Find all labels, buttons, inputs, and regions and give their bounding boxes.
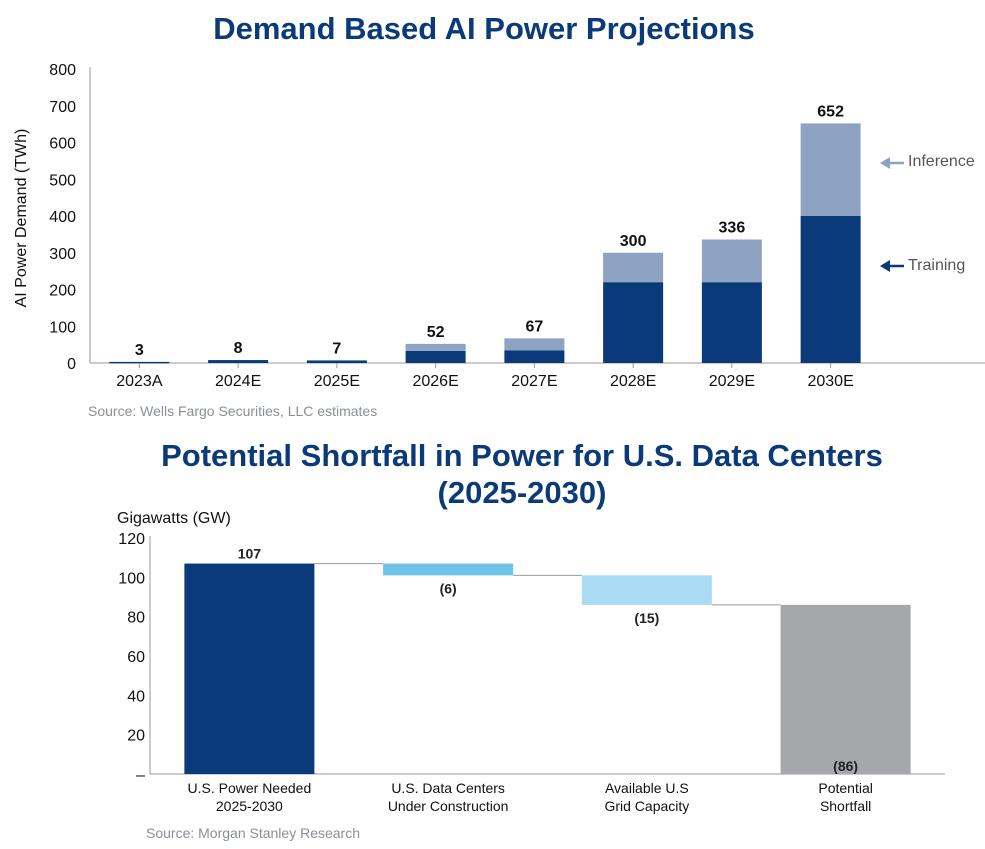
legend-inference: Inference [880,153,975,170]
chart2-y-tick-label: 120 [118,531,145,548]
chart2-title-line1: Potential Shortfall in Power for U.S. Da… [161,438,883,473]
chart1-bar-training [109,361,170,364]
chart2-x-tick-label: Grid Capacity [604,798,689,814]
chart2-bar [184,563,315,774]
chart2-title-line2: (2025-2030) [438,475,607,510]
chart2-bar-label: (15) [634,610,659,626]
chart1-total-label: 300 [620,233,647,250]
chart1-bar-training [701,282,762,363]
chart1-bar-inference [800,123,861,216]
training-arrowhead-icon [880,260,890,272]
chart1-bar-training [306,360,367,363]
inference-arrowhead-icon [880,157,890,169]
chart2-x-tick-label: Under Construction [388,798,509,814]
chart1-x-tick-label: 2024E [215,373,261,390]
chart1-bar-training [405,350,466,363]
chart1-x-tick-label: 2028E [610,373,656,390]
chart1-x-tick-label: 2026E [412,373,458,390]
chart1-total-label: 652 [817,103,844,120]
chart2-x-tick-label: Shortfall [820,798,871,814]
chart1-x-tick-label: 2025E [314,373,360,390]
chart2-plot-area: – 20 40 60 80 100 120 107 U.S. Power Needed 2025-… [118,531,945,814]
chart2-x-tick-label: 2025-2030 [216,798,283,814]
chart2-x-tick-label: U.S. Power Needed [188,780,312,796]
chart1-bar-inference [603,252,664,283]
chart2-x-tick-label: U.S. Data Centers [391,780,505,796]
legend-training: Training [880,257,965,274]
chart1-total-label: 52 [427,324,445,341]
chart1-bar-training [208,360,269,363]
chart1-total-label: 7 [332,340,341,357]
chart1-total-label: 67 [525,318,543,335]
chart1-bar-inference [504,338,565,351]
chart1-x-tick-label: 2023A [116,373,163,390]
chart2-bar [581,575,712,605]
chart2-bar-label: (6) [440,580,457,596]
chart2-bar-label: 107 [238,546,262,562]
chart1-y-tick-label: 400 [49,209,76,226]
chart1-y-tick-label: 700 [49,99,76,116]
chart1-x-tick-label: 2029E [709,373,755,390]
chart1-y-tick-label: 800 [49,62,76,79]
chart1-bar-training [603,282,664,363]
legend-training-label: Training [908,257,965,274]
chart1-total-label: 336 [719,220,746,237]
chart2-x-tick-label: Potential [818,780,872,796]
chart2-bar [780,604,911,774]
chart1-y-tick-label: 200 [49,283,76,300]
chart1-y-tick-label: 500 [49,172,76,189]
chart1-x-tick-label: 2027E [511,373,557,390]
chart1-y-tick-label: 300 [49,246,76,263]
chart1-bar-inference [405,343,466,351]
chart2-bar-label: (86) [833,758,858,774]
chart2-y-tick-label: – [136,767,145,784]
chart1-bar-training [800,216,861,363]
chart2-y-tick-label: 100 [118,570,145,587]
chart2-source: Source: Morgan Stanley Research [146,825,360,841]
chart1-x-tick-label: 2030E [807,373,853,390]
chart1-y-tick-label: 100 [49,319,76,336]
chart1-bar-inference [701,239,762,283]
chart2-bar [383,563,514,576]
chart2-y-tick-label: 60 [127,649,145,666]
chart1-bar-training [504,350,565,363]
chart1-total-label: 8 [234,340,243,357]
chart1-total-label: 3 [135,342,144,359]
chart1-y-axis-label: AI Power Demand (TWh) [13,129,30,308]
chart1-plot-area: 0 100 200 300 400 500 600 700 800 3 2023A 8 2024E 7 20… [49,62,985,390]
chart2-x-tick-label: Available U.S [605,780,689,796]
chart1-title: Demand Based AI Power Projections [213,11,755,46]
chart2-y-axis-label: Gigawatts (GW) [117,510,231,527]
chart2-y-tick-label: 40 [127,688,145,705]
chart1-y-tick-label: 600 [49,136,76,153]
legend-inference-label: Inference [908,153,975,170]
chart2-y-tick-label: 80 [127,610,145,627]
chart2-y-tick-label: 20 [127,728,145,745]
chart1-y-tick-label: 0 [67,356,76,373]
chart1-source: Source: Wells Fargo Securities, LLC esti… [88,403,377,419]
